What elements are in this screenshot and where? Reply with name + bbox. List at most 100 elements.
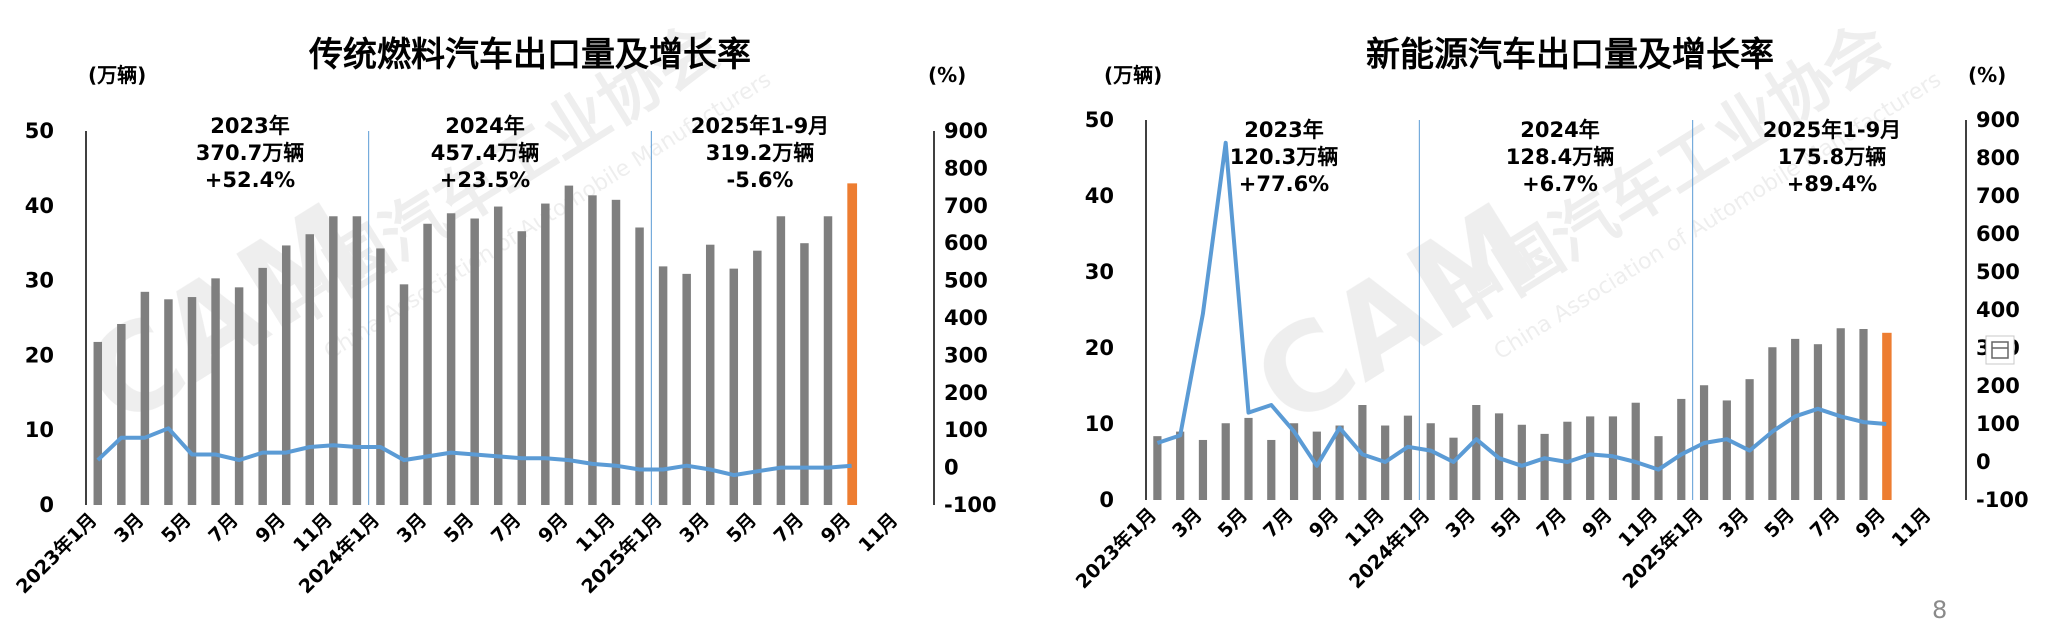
svg-text:CAM: CAM [62, 178, 390, 455]
y-tick-label: 40 [1085, 184, 1114, 208]
export-volume-bar [329, 216, 338, 505]
export-volume-bar [140, 291, 150, 505]
export-volume-bar [823, 216, 833, 505]
year-summary-annotation: 2023年 [1244, 118, 1323, 142]
export-volume-bar [1836, 328, 1845, 500]
export-volume-bar [517, 231, 527, 505]
export-volume-bar [470, 218, 479, 506]
y2-tick-label: 900 [1976, 108, 2020, 132]
x-tick-label: 9月 [251, 509, 289, 547]
export-volume-bar [658, 266, 668, 505]
export-volume-bar [399, 284, 409, 505]
y-tick-label: 30 [1085, 260, 1114, 284]
export-volume-bar [258, 267, 267, 505]
export-volume-bar [729, 268, 739, 505]
export-volume-bar [1426, 423, 1435, 500]
right-axis-unit: (%) [1968, 63, 2006, 87]
y2-tick-label: 100 [944, 418, 988, 442]
x-tick-label: 7月 [1533, 504, 1571, 542]
export-volume-bar [352, 216, 362, 505]
y2-tick-label: 600 [1976, 222, 2020, 246]
y2-tick-label: -100 [944, 493, 997, 517]
year-summary-annotation: +77.6% [1239, 172, 1329, 196]
x-tick-label: 5月 [440, 509, 478, 547]
left-axis-unit: (万辆) [1104, 63, 1162, 87]
year-summary-annotation: 2024年 [445, 114, 524, 138]
export-volume-bar [800, 243, 809, 505]
export-volume-bar [1540, 433, 1549, 500]
x-tick-label: 5月 [1214, 504, 1252, 542]
year-summary-annotation: 2025年1-9月 [691, 114, 829, 138]
growth-rate-line [96, 426, 852, 478]
export-volume-bar [1221, 423, 1230, 500]
export-volume-bar [1289, 423, 1299, 500]
year-summary-annotation: 175.8万辆 [1778, 145, 1886, 169]
x-tick-label: 9月 [1305, 504, 1343, 542]
export-volume-bar [705, 244, 715, 506]
y2-tick-label: 0 [944, 456, 959, 480]
x-tick-label: 7月 [1806, 504, 1844, 542]
export-volume-bar [376, 248, 385, 505]
export-volume-bar [753, 250, 762, 505]
y-tick-label: 20 [25, 343, 54, 367]
left-axis-unit: (万辆) [88, 63, 146, 87]
export-volume-bar [1403, 415, 1413, 500]
y2-tick-label: 400 [1976, 298, 2020, 322]
y-tick-label: 0 [39, 493, 54, 517]
x-tick-label: 3月 [1715, 504, 1753, 542]
export-volume-bar [493, 206, 503, 505]
image-toolbar-icon[interactable] [1985, 335, 2015, 365]
export-volume-bar [234, 287, 244, 505]
export-volume-bar [117, 323, 126, 505]
y2-tick-label: 600 [944, 231, 988, 255]
chart-title: 传统燃料汽车出口量及增长率 [308, 35, 751, 75]
y2-tick-label: 700 [1976, 184, 2020, 208]
export-volume-bar [1335, 425, 1344, 500]
year-summary-annotation: 2024年 [1520, 118, 1599, 142]
export-volume-bar [1813, 344, 1823, 500]
y2-tick-label: 500 [1976, 260, 2020, 284]
export-volume-bar [1176, 431, 1185, 500]
export-volume-bar [1677, 398, 1686, 500]
x-tick-label: 7月 [487, 509, 525, 547]
x-tick-label: 11月 [855, 509, 903, 557]
export-volume-bar [776, 216, 786, 505]
x-tick-label: 7月 [770, 509, 808, 547]
x-tick-label: 9月 [1851, 504, 1889, 542]
export-volume-bar [1859, 329, 1868, 500]
y2-tick-label: 500 [944, 269, 988, 293]
export-volume-bar [611, 199, 621, 506]
chart-title: 新能源汽车出口量及增长率 [1366, 35, 1774, 75]
export-volume-bar [1198, 439, 1208, 500]
x-tick-label: 3月 [393, 509, 431, 547]
x-tick-label: 5月 [1487, 504, 1525, 542]
export-volume-bar [1586, 416, 1595, 500]
y2-tick-label: 0 [1976, 450, 1991, 474]
export-volume-bar [564, 185, 574, 505]
x-tick-label: 7月 [1259, 504, 1297, 542]
x-tick-label: 5月 [1760, 504, 1798, 542]
year-summary-annotation: 457.4万辆 [431, 141, 539, 165]
year-summary-annotation: 128.4万辆 [1506, 145, 1614, 169]
export-volume-bar [281, 245, 291, 505]
year-summary-annotation: 370.7万辆 [196, 141, 304, 165]
x-tick-label: 9月 [1578, 504, 1616, 542]
year-summary-annotation: 2025年1-9月 [1763, 118, 1901, 142]
y2-tick-label: 300 [944, 343, 988, 367]
export-volume-bar [1631, 402, 1640, 500]
x-tick-label: 9月 [817, 509, 855, 547]
x-tick-label: 11月 [1888, 504, 1936, 552]
page-number: 8 [1932, 596, 1947, 624]
highlight-bar [1882, 332, 1892, 500]
year-summary-annotation: +89.4% [1787, 172, 1877, 196]
y2-tick-label: 200 [1976, 374, 2020, 398]
x-tick-label: 5月 [157, 509, 195, 547]
year-summary-annotation: 2023年 [210, 114, 289, 138]
export-volume-bar [541, 203, 550, 505]
export-volume-bar [1153, 436, 1162, 500]
export-volume-bar [211, 278, 220, 505]
export-volume-bar [1449, 437, 1458, 500]
export-volume-bar [635, 227, 644, 505]
y2-tick-label: 100 [1976, 412, 2020, 436]
export-volume-bar [164, 299, 173, 505]
